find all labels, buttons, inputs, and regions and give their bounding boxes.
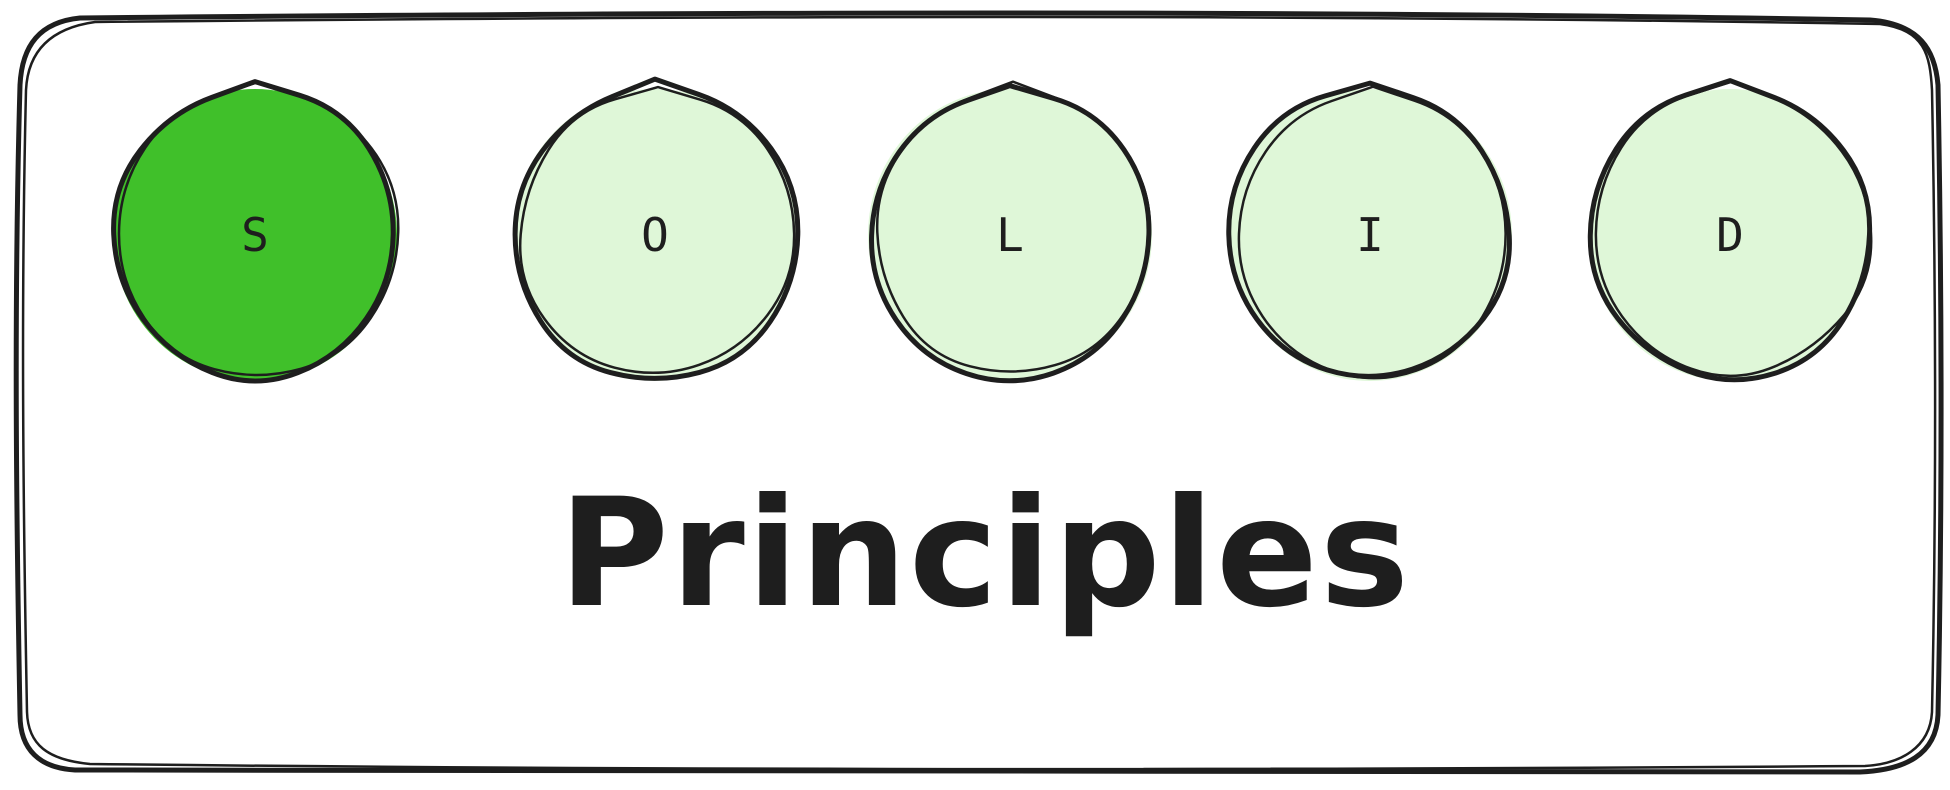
letter-l: L bbox=[996, 208, 1024, 262]
letter-d: D bbox=[1716, 208, 1744, 262]
letter-o: O bbox=[641, 208, 669, 262]
circle-d: D bbox=[1588, 81, 1872, 381]
circle-l: L bbox=[868, 82, 1152, 381]
circle-o: O bbox=[513, 79, 798, 381]
caption-principles: Principles bbox=[559, 467, 1411, 641]
letter-i: I bbox=[1356, 208, 1384, 262]
circle-s: S bbox=[113, 82, 398, 381]
circle-i: I bbox=[1228, 83, 1512, 381]
letter-s: S bbox=[241, 208, 269, 262]
